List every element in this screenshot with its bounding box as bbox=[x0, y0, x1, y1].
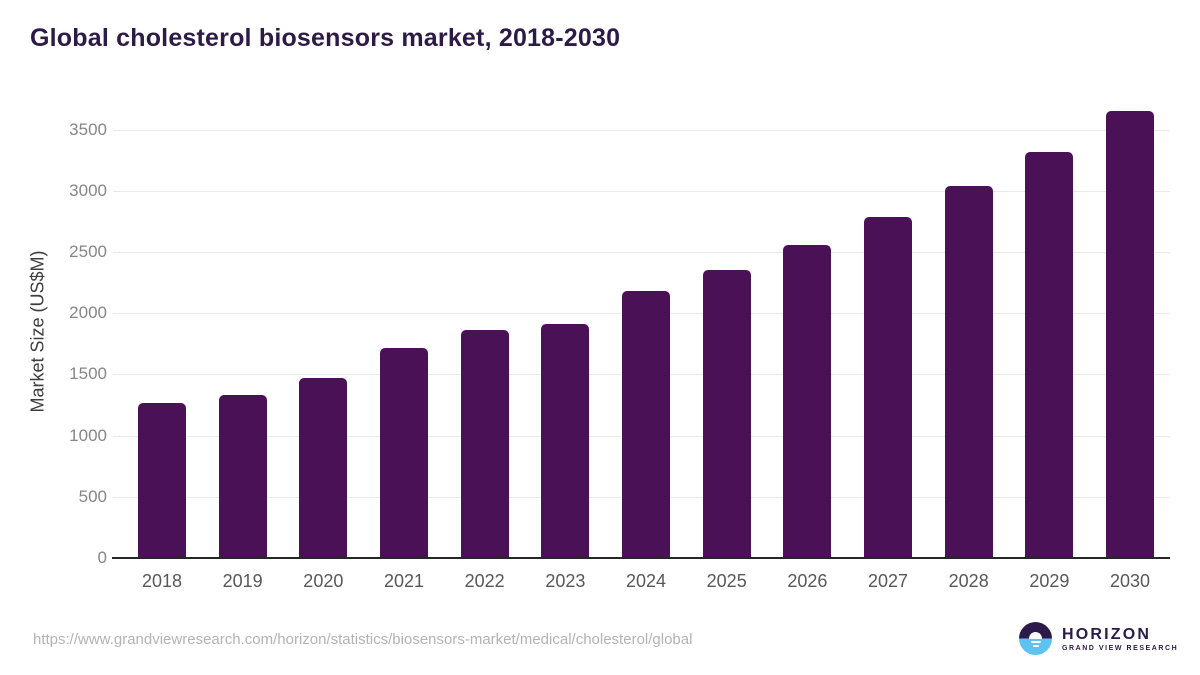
x-tick-2029: 2029 bbox=[1029, 571, 1070, 591]
x-tick-2026: 2026 bbox=[787, 571, 828, 591]
bar-2018 bbox=[138, 402, 186, 558]
y-tick-2000: 2000 bbox=[69, 303, 107, 323]
bar-2024 bbox=[622, 290, 671, 558]
bar-2028 bbox=[944, 186, 993, 558]
sun-dome-shape bbox=[1029, 632, 1042, 639]
y-tick-2500: 2500 bbox=[69, 242, 107, 262]
x-tick-2022: 2022 bbox=[464, 571, 505, 591]
y-tick-1500: 1500 bbox=[69, 364, 107, 384]
bar-2030 bbox=[1106, 110, 1155, 558]
x-tick-2027: 2027 bbox=[867, 571, 909, 591]
bar-2026 bbox=[783, 244, 832, 558]
y-tick-3000: 3000 bbox=[69, 180, 107, 200]
x-tick-2018: 2018 bbox=[141, 571, 183, 591]
x-tick-2030: 2030 bbox=[1110, 571, 1151, 591]
horizon-sunrise-icon bbox=[1019, 622, 1052, 655]
bar-2021 bbox=[380, 347, 428, 558]
y-tick-1000: 1000 bbox=[69, 425, 107, 445]
gridline-3000 bbox=[113, 190, 1170, 192]
bar-2027 bbox=[864, 217, 913, 558]
source-url: https://www.grandviewresearch.com/horizo… bbox=[33, 631, 693, 648]
bar-2019 bbox=[218, 394, 267, 558]
bar-2020 bbox=[299, 377, 348, 558]
x-tick-2028: 2028 bbox=[948, 571, 989, 591]
y-axis-title: Market Size (US$M) bbox=[27, 250, 48, 413]
x-axis-line bbox=[112, 557, 1170, 559]
x-tick-2024: 2024 bbox=[625, 571, 667, 591]
sun-reflection-line-2 bbox=[1032, 644, 1039, 647]
bar-2022 bbox=[460, 330, 509, 558]
plot-area bbox=[113, 108, 1170, 558]
x-tick-2023: 2023 bbox=[545, 571, 586, 591]
x-tick-2020: 2020 bbox=[303, 571, 344, 591]
bar-2029 bbox=[1025, 151, 1074, 558]
bar-2025 bbox=[702, 269, 751, 558]
x-tick-2021: 2021 bbox=[383, 571, 425, 591]
sun-reflection-line-1 bbox=[1030, 641, 1041, 643]
x-tick-2019: 2019 bbox=[222, 571, 263, 591]
logo-subtitle: GRAND VIEW RESEARCH bbox=[1062, 644, 1179, 652]
y-tick-3500: 3500 bbox=[69, 119, 107, 139]
logo-name: HORIZON bbox=[1062, 625, 1152, 643]
gridline-2500 bbox=[113, 252, 1170, 254]
chart-title: Global cholesterol biosensors market, 20… bbox=[30, 24, 621, 52]
gridline-3500 bbox=[113, 129, 1170, 131]
y-tick-500: 500 bbox=[78, 486, 107, 506]
bar-2023 bbox=[541, 324, 590, 558]
x-tick-2025: 2025 bbox=[706, 571, 747, 591]
logo-text: HORIZON GRAND VIEW RESEARCH bbox=[1062, 626, 1178, 652]
y-tick-0: 0 bbox=[97, 548, 107, 567]
horizon-logo: HORIZON GRAND VIEW RESEARCH bbox=[1019, 622, 1178, 655]
